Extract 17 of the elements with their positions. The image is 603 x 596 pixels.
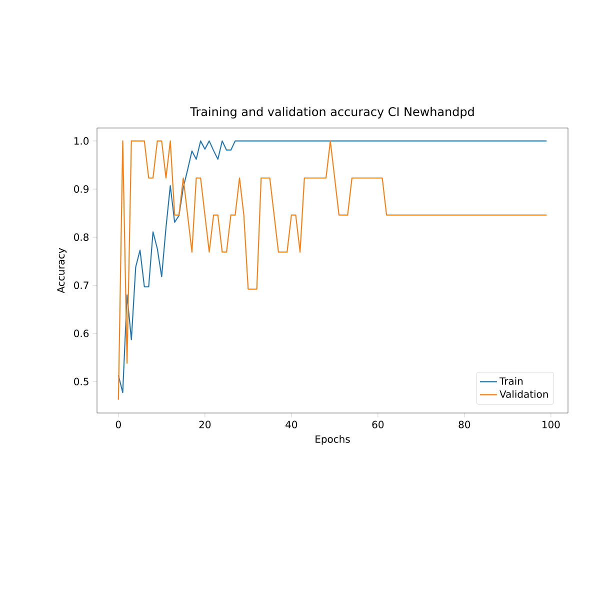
- y-tick-label: 1.0: [74, 137, 89, 145]
- x-tick-label: 100: [542, 420, 560, 428]
- chart-title: Training and validation accuracy CI Newhandpd: [190, 106, 474, 118]
- y-tick-label: 0.9: [74, 185, 89, 193]
- y-tick-label: 0.8: [74, 233, 89, 241]
- legend-label: Train: [499, 377, 523, 385]
- x-tick-label: 20: [199, 420, 211, 428]
- y-tick-label: 0.5: [74, 378, 88, 386]
- x-axis-title: Epochs: [316, 435, 350, 445]
- y-tick-label: 0.6: [74, 330, 89, 338]
- y-axis-title: Accuracy: [57, 248, 67, 294]
- legend-label: Validation: [500, 390, 548, 398]
- y-tick-label: 0.7: [74, 282, 88, 290]
- x-tick-label: 0: [116, 420, 121, 428]
- x-tick-label: 60: [372, 420, 384, 428]
- x-tick-label: 80: [458, 420, 470, 428]
- x-tick-label: 40: [286, 420, 298, 428]
